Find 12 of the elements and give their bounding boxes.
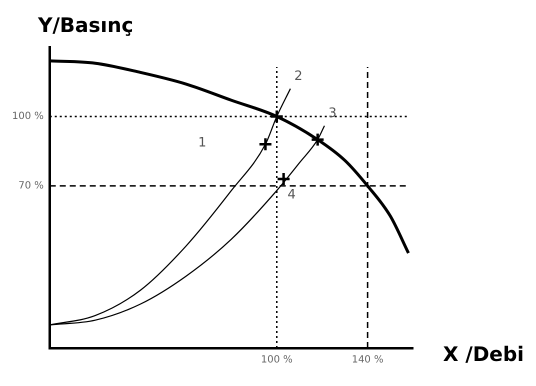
point: [258, 136, 273, 152]
y-axis-title: Y/Basınç: [37, 13, 134, 38]
annotation: 1: [198, 136, 206, 151]
annotation: 4: [287, 187, 296, 202]
annotation: 3: [328, 106, 337, 122]
y-tick-label: 70 %: [18, 180, 44, 192]
point: [310, 132, 325, 147]
x-tick-label: 140 %: [352, 354, 384, 366]
point: [270, 109, 284, 124]
annotation: 2: [294, 69, 303, 84]
x-axis-title: X /Debi: [443, 342, 524, 366]
point: [276, 172, 291, 186]
